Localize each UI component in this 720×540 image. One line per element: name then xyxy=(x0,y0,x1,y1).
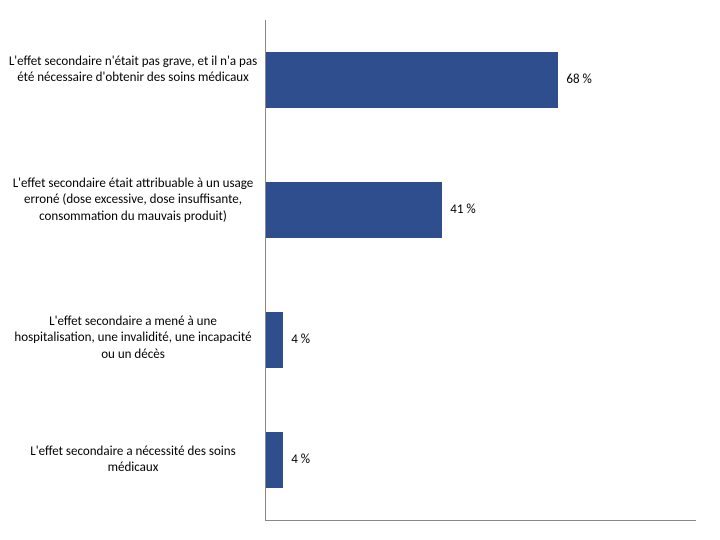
bar-value: 4 % xyxy=(291,452,310,467)
bar xyxy=(266,432,283,488)
bar-label: L'effet secondaire n'était pas grave, et… xyxy=(8,54,258,87)
bar-value: 68 % xyxy=(566,72,591,87)
plot-area: 68 % 41 % 4 % 4 % xyxy=(265,20,696,521)
bar xyxy=(266,312,283,368)
bar-label: L'effet secondaire a mené à une hospital… xyxy=(8,314,258,363)
bar-label: L'effet secondaire était attribuable à u… xyxy=(8,176,258,225)
horizontal-bar-chart: 68 % 41 % 4 % 4 % L'effet secondaire n'étai… xyxy=(0,0,720,540)
bar-label: L'effet secondaire a nécessité des soins… xyxy=(8,444,258,477)
bar xyxy=(266,52,558,108)
bar-value: 4 % xyxy=(291,332,310,347)
bar-value: 41 % xyxy=(450,202,475,217)
bar xyxy=(266,182,442,238)
